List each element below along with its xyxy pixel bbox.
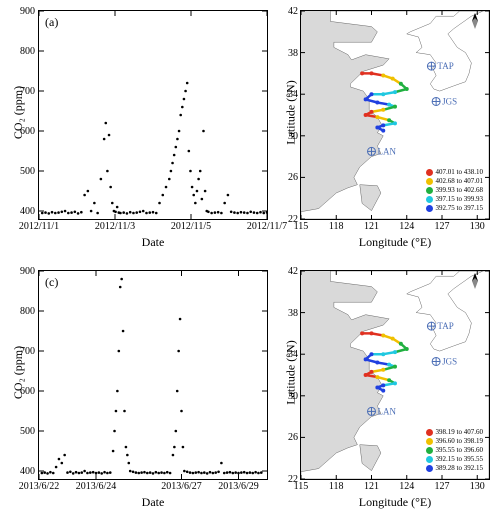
xtick-label: 2013/6/22 [11,481,67,492]
ytick-label: 900 [13,6,35,17]
panel-c-xlabel: Date [38,495,268,510]
ytick-label: 500 [13,166,35,177]
panel-d-xlabel: Longitude (°E) [300,495,490,510]
xtick-label: 2013/6/24 [68,481,124,492]
panel-c: (c) 4005006007008009002013/6/222013/6/24… [38,270,268,480]
legend-dot [426,438,433,445]
panel-c-svg [39,271,267,479]
panel-a-ylabel: CO₂ (ppm) [11,86,26,139]
legend-row: 392.15 to 395.55 [426,455,483,464]
ytick-label: 38 [283,308,298,319]
xtick-label: 115 [289,481,313,492]
panel-d-legend: 398.19 to 407.60396.60 to 398.19395.55 t… [426,428,483,473]
panel-d-ylabel: Latitude (°N) [284,340,299,404]
legend-dot [426,447,433,454]
legend-row: 399.93 to 402.68 [426,186,483,195]
xtick-label: 130 [465,481,489,492]
xtick-label: 127 [430,221,454,232]
ytick-label: 800 [13,306,35,317]
panel-d: (d) TAPJGSLAN 398.19 to 407.60396.60 to … [300,270,490,480]
ytick-label: 38 [283,48,298,59]
legend-text: 392.15 to 395.55 [436,455,483,464]
ytick-label: 900 [13,266,35,277]
ytick-label: 42 [283,6,298,17]
legend-text: 396.60 to 398.19 [436,437,483,446]
panel-b-ylabel: Latitude (°N) [284,80,299,144]
legend-dot [426,178,433,185]
legend-row: 389.28 to 392.15 [426,464,483,473]
svg-text:LAN: LAN [378,406,397,416]
xtick-label: 2013/6/29 [211,481,267,492]
legend-dot [426,456,433,463]
legend-row: 402.68 to 407.01 [426,177,483,186]
ytick-label: 500 [13,426,35,437]
panel-c-ylabel: CO₂ (ppm) [11,346,26,399]
xtick-label: 121 [360,221,384,232]
ytick-label: 42 [283,266,298,277]
panel-b-xlabel: Longitude (°E) [300,235,490,250]
panel-a-xlabel: Date [38,235,268,250]
svg-text:JGS: JGS [442,356,457,366]
xtick-label: 2012/11/3 [87,221,143,232]
svg-text:JGS: JGS [442,96,457,106]
xtick-label: 118 [324,481,348,492]
legend-text: 398.19 to 407.60 [436,428,483,437]
svg-text:TAP: TAP [437,61,453,71]
legend-text: 397.15 to 399.93 [436,195,483,204]
legend-row: 398.19 to 407.60 [426,428,483,437]
svg-text:LAN: LAN [378,146,397,156]
panel-a: (a) 4005006007008009002012/11/12012/11/3… [38,10,268,220]
ytick-label: 26 [283,432,298,443]
xtick-label: 127 [430,481,454,492]
legend-dot [426,196,433,203]
figure-root: (a) 4005006007008009002012/11/12012/11/3… [0,0,500,509]
legend-row: 407.01 to 438.10 [426,168,483,177]
svg-text:TAP: TAP [437,321,453,331]
ytick-label: 26 [283,172,298,183]
xtick-label: 118 [324,221,348,232]
xtick-label: 2013/6/27 [154,481,210,492]
legend-text: 392.75 to 397.15 [436,204,483,213]
ytick-label: 400 [13,466,35,477]
ytick-label: 800 [13,46,35,57]
legend-dot [426,169,433,176]
legend-row: 396.60 to 398.19 [426,437,483,446]
legend-text: 395.55 to 396.60 [436,446,483,455]
ytick-label: 400 [13,206,35,217]
legend-text: 389.28 to 392.15 [436,464,483,473]
xtick-label: 124 [395,221,419,232]
panel-a-svg [39,11,267,219]
xtick-label: 2012/11/1 [11,221,67,232]
legend-text: 402.68 to 407.01 [436,177,483,186]
legend-row: 397.15 to 399.93 [426,195,483,204]
legend-dot [426,205,433,212]
xtick-label: 2012/11/5 [163,221,219,232]
legend-dot [426,429,433,436]
xtick-label: 115 [289,221,313,232]
xtick-label: 121 [360,481,384,492]
panel-b: (b) TAPJGSLAN 407.01 to 438.10402.68 to … [300,10,490,220]
legend-row: 392.75 to 397.15 [426,204,483,213]
xtick-label: 124 [395,481,419,492]
legend-text: 399.93 to 402.68 [436,186,483,195]
legend-row: 395.55 to 396.60 [426,446,483,455]
legend-dot [426,465,433,472]
panel-b-legend: 407.01 to 438.10402.68 to 407.01399.93 t… [426,168,483,213]
legend-dot [426,187,433,194]
xtick-label: 130 [465,221,489,232]
legend-text: 407.01 to 438.10 [436,168,483,177]
